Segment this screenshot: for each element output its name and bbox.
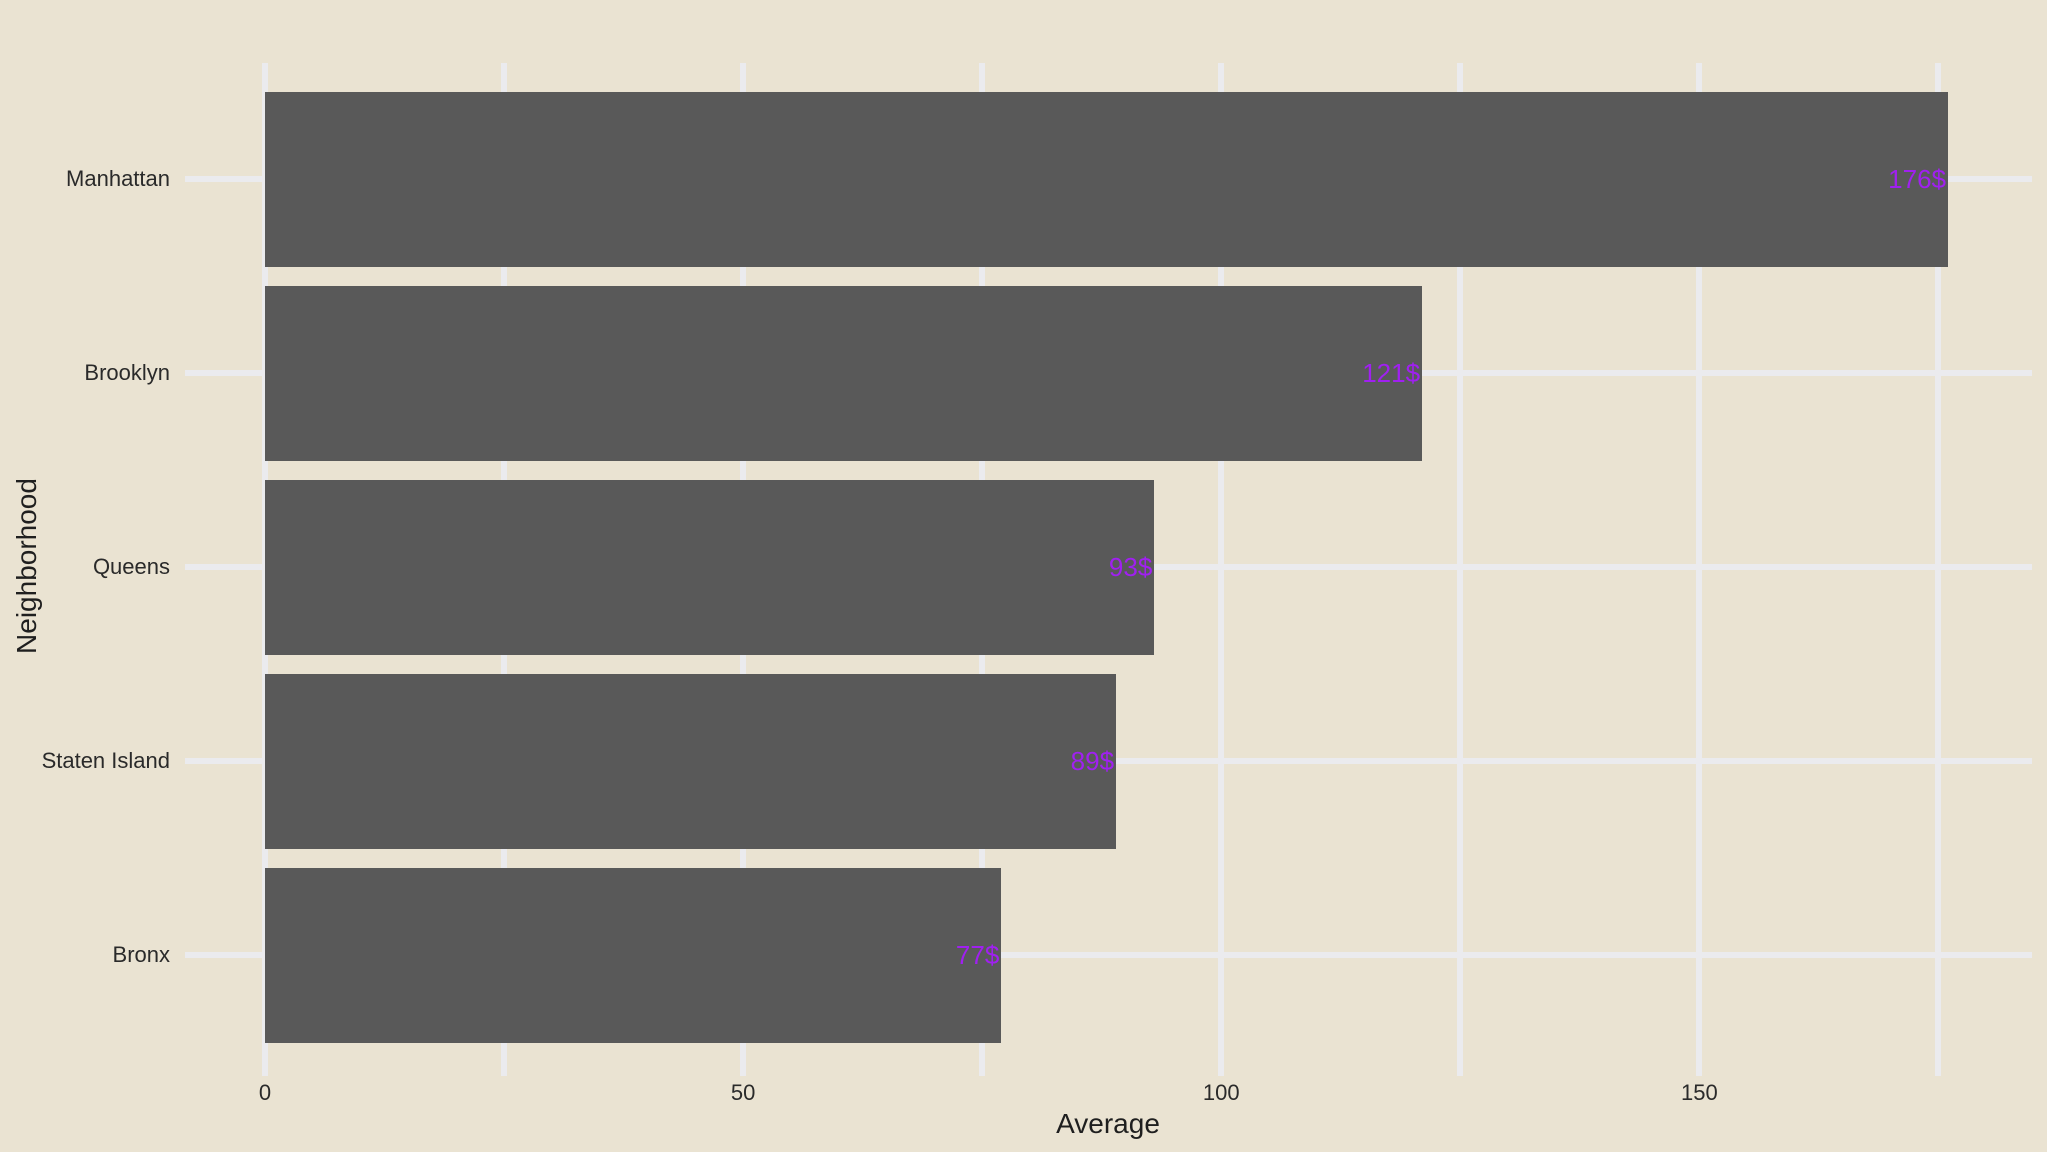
- bar: [265, 479, 1155, 655]
- y-tick-label: Manhattan: [66, 166, 170, 191]
- bar: [265, 285, 1423, 461]
- x-tick-label: 50: [730, 1080, 756, 1105]
- x-tick-label: 0: [258, 1080, 272, 1105]
- bar: [265, 867, 1002, 1043]
- x-tick-label: 150: [1681, 1080, 1718, 1105]
- bar: [265, 91, 1948, 267]
- y-tick-label: Queens: [92, 554, 170, 579]
- y-axis-title: Neighborhood: [11, 478, 42, 654]
- y-tick-label: Bronx: [112, 942, 170, 967]
- bar-value-label: 77$: [955, 940, 1000, 970]
- x-axis-title: Average: [1056, 1108, 1160, 1139]
- horizontal-gridline: [185, 952, 2032, 958]
- bar: [265, 673, 1117, 849]
- bar-value-label: 121$: [1362, 358, 1421, 388]
- bar-value-label: 89$: [1070, 746, 1115, 776]
- bar-value-label: 93$: [1108, 552, 1153, 582]
- y-tick-label: Staten Island: [41, 748, 170, 773]
- bar-value-label: 176$: [1888, 164, 1946, 194]
- x-tick-label: 100: [1202, 1080, 1240, 1105]
- y-tick-label: Brooklyn: [84, 360, 170, 385]
